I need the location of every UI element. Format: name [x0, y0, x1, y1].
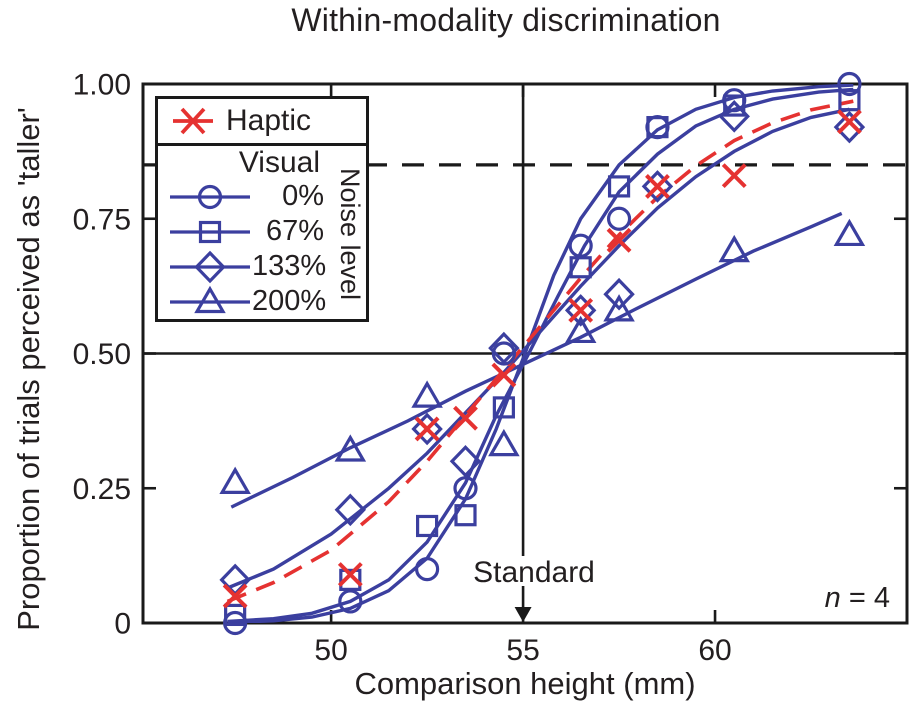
legend-item-label: 133%	[252, 250, 327, 282]
y-tick-label: 0	[114, 608, 131, 641]
square-marker	[339, 568, 362, 591]
square-marker	[454, 504, 477, 527]
circle-marker	[837, 71, 862, 97]
x-marker	[836, 109, 862, 135]
legend-circle-icon	[170, 184, 250, 209]
square-marker	[224, 603, 247, 627]
square-marker	[198, 220, 222, 243]
legend-item-133: 133%	[158, 249, 366, 284]
x-tick-label: 60	[698, 634, 731, 667]
legend-rows: 0% 67% 133% 200%	[158, 179, 366, 319]
series-visual-200-noise	[219, 218, 866, 494]
standard-annotation: Standard	[473, 556, 595, 589]
y-tick-label: 1.00	[73, 69, 131, 102]
triangle-marker	[564, 315, 597, 344]
triangle-marker	[718, 234, 751, 263]
x-marker	[606, 227, 632, 253]
x-tick-label: 55	[506, 634, 539, 667]
diamond-marker	[603, 277, 635, 311]
square-marker	[569, 256, 592, 279]
x-marker	[414, 416, 440, 442]
y-tick-label: 0.25	[73, 473, 131, 506]
triangle-marker	[194, 285, 226, 313]
sample-size-annotation: n = 4	[825, 582, 890, 615]
x-marker	[645, 173, 670, 199]
n-value: = 4	[840, 582, 890, 614]
x-tick-label: 50	[314, 634, 347, 667]
diamond-marker	[641, 170, 674, 203]
triangle-marker	[833, 218, 866, 247]
legend-haptic-label: Haptic	[226, 104, 312, 137]
legend-visual-label: Visual	[238, 146, 320, 179]
legend-diamond-icon	[170, 250, 250, 283]
x-marker	[491, 362, 517, 388]
square-marker	[492, 396, 515, 419]
haptic-star-icon	[173, 107, 213, 135]
circle-marker	[415, 556, 440, 582]
triangle-marker	[603, 294, 635, 322]
series-haptic	[222, 109, 862, 609]
circle-marker	[606, 206, 632, 231]
circle-marker	[453, 476, 478, 501]
diamond-marker	[334, 493, 367, 527]
legend-item-label: 67%	[265, 215, 324, 247]
diamond-marker	[449, 444, 482, 478]
diamond-marker	[564, 294, 597, 327]
y-tick-label: 0.75	[73, 203, 131, 236]
x-marker	[568, 297, 594, 323]
legend-item-label: 200%	[252, 285, 327, 317]
square-marker	[416, 514, 439, 538]
legend-square-icon	[170, 220, 250, 243]
n-symbol: n	[824, 582, 841, 614]
triangle-marker	[334, 434, 367, 462]
square-marker	[723, 94, 746, 117]
standard-arrow-head	[514, 607, 532, 622]
triangle-marker	[219, 466, 251, 494]
legend-box: Haptic Visual 0% 67% 133% 200% Noise level	[155, 96, 369, 322]
series-visual-133-noise	[219, 100, 866, 597]
square-marker	[646, 116, 669, 139]
series-visual-67-noise	[224, 89, 861, 627]
square-marker	[838, 89, 861, 112]
y-axis-label: Proportion of trials perceived as 'talle…	[11, 107, 46, 631]
legend-triangle-icon	[170, 285, 250, 313]
y-tick-label: 0.50	[73, 338, 131, 371]
diamond-marker	[411, 412, 443, 446]
legend-item-200: 200%	[158, 284, 366, 319]
x-marker	[337, 562, 363, 587]
triangle-marker	[488, 428, 520, 457]
diamond-marker	[194, 250, 226, 283]
legend-item-label: 0%	[282, 180, 324, 212]
legend-noise-level-label: Noise level	[335, 167, 365, 301]
x-marker	[453, 405, 478, 431]
diamond-marker	[718, 100, 750, 133]
x-marker	[721, 163, 747, 189]
x-axis-label: Comparison height (mm)	[354, 666, 696, 701]
legend-item-67: 67%	[158, 214, 366, 249]
diamond-marker	[488, 331, 520, 365]
chart-title: Within-modality discrimination	[291, 2, 721, 38]
x-marker	[222, 583, 248, 609]
legend-haptic-row: Haptic	[158, 99, 366, 146]
triangle-marker	[411, 380, 443, 408]
diamond-marker	[833, 110, 866, 144]
curve-visual-133-noise	[226, 107, 850, 590]
square-marker	[607, 175, 631, 198]
legend-item-0: 0%	[158, 179, 366, 214]
circle-marker	[197, 184, 223, 209]
curve-haptic	[226, 99, 854, 604]
legend-visual-section: Visual 0% 67% 133% 200% Noise level	[158, 146, 366, 319]
